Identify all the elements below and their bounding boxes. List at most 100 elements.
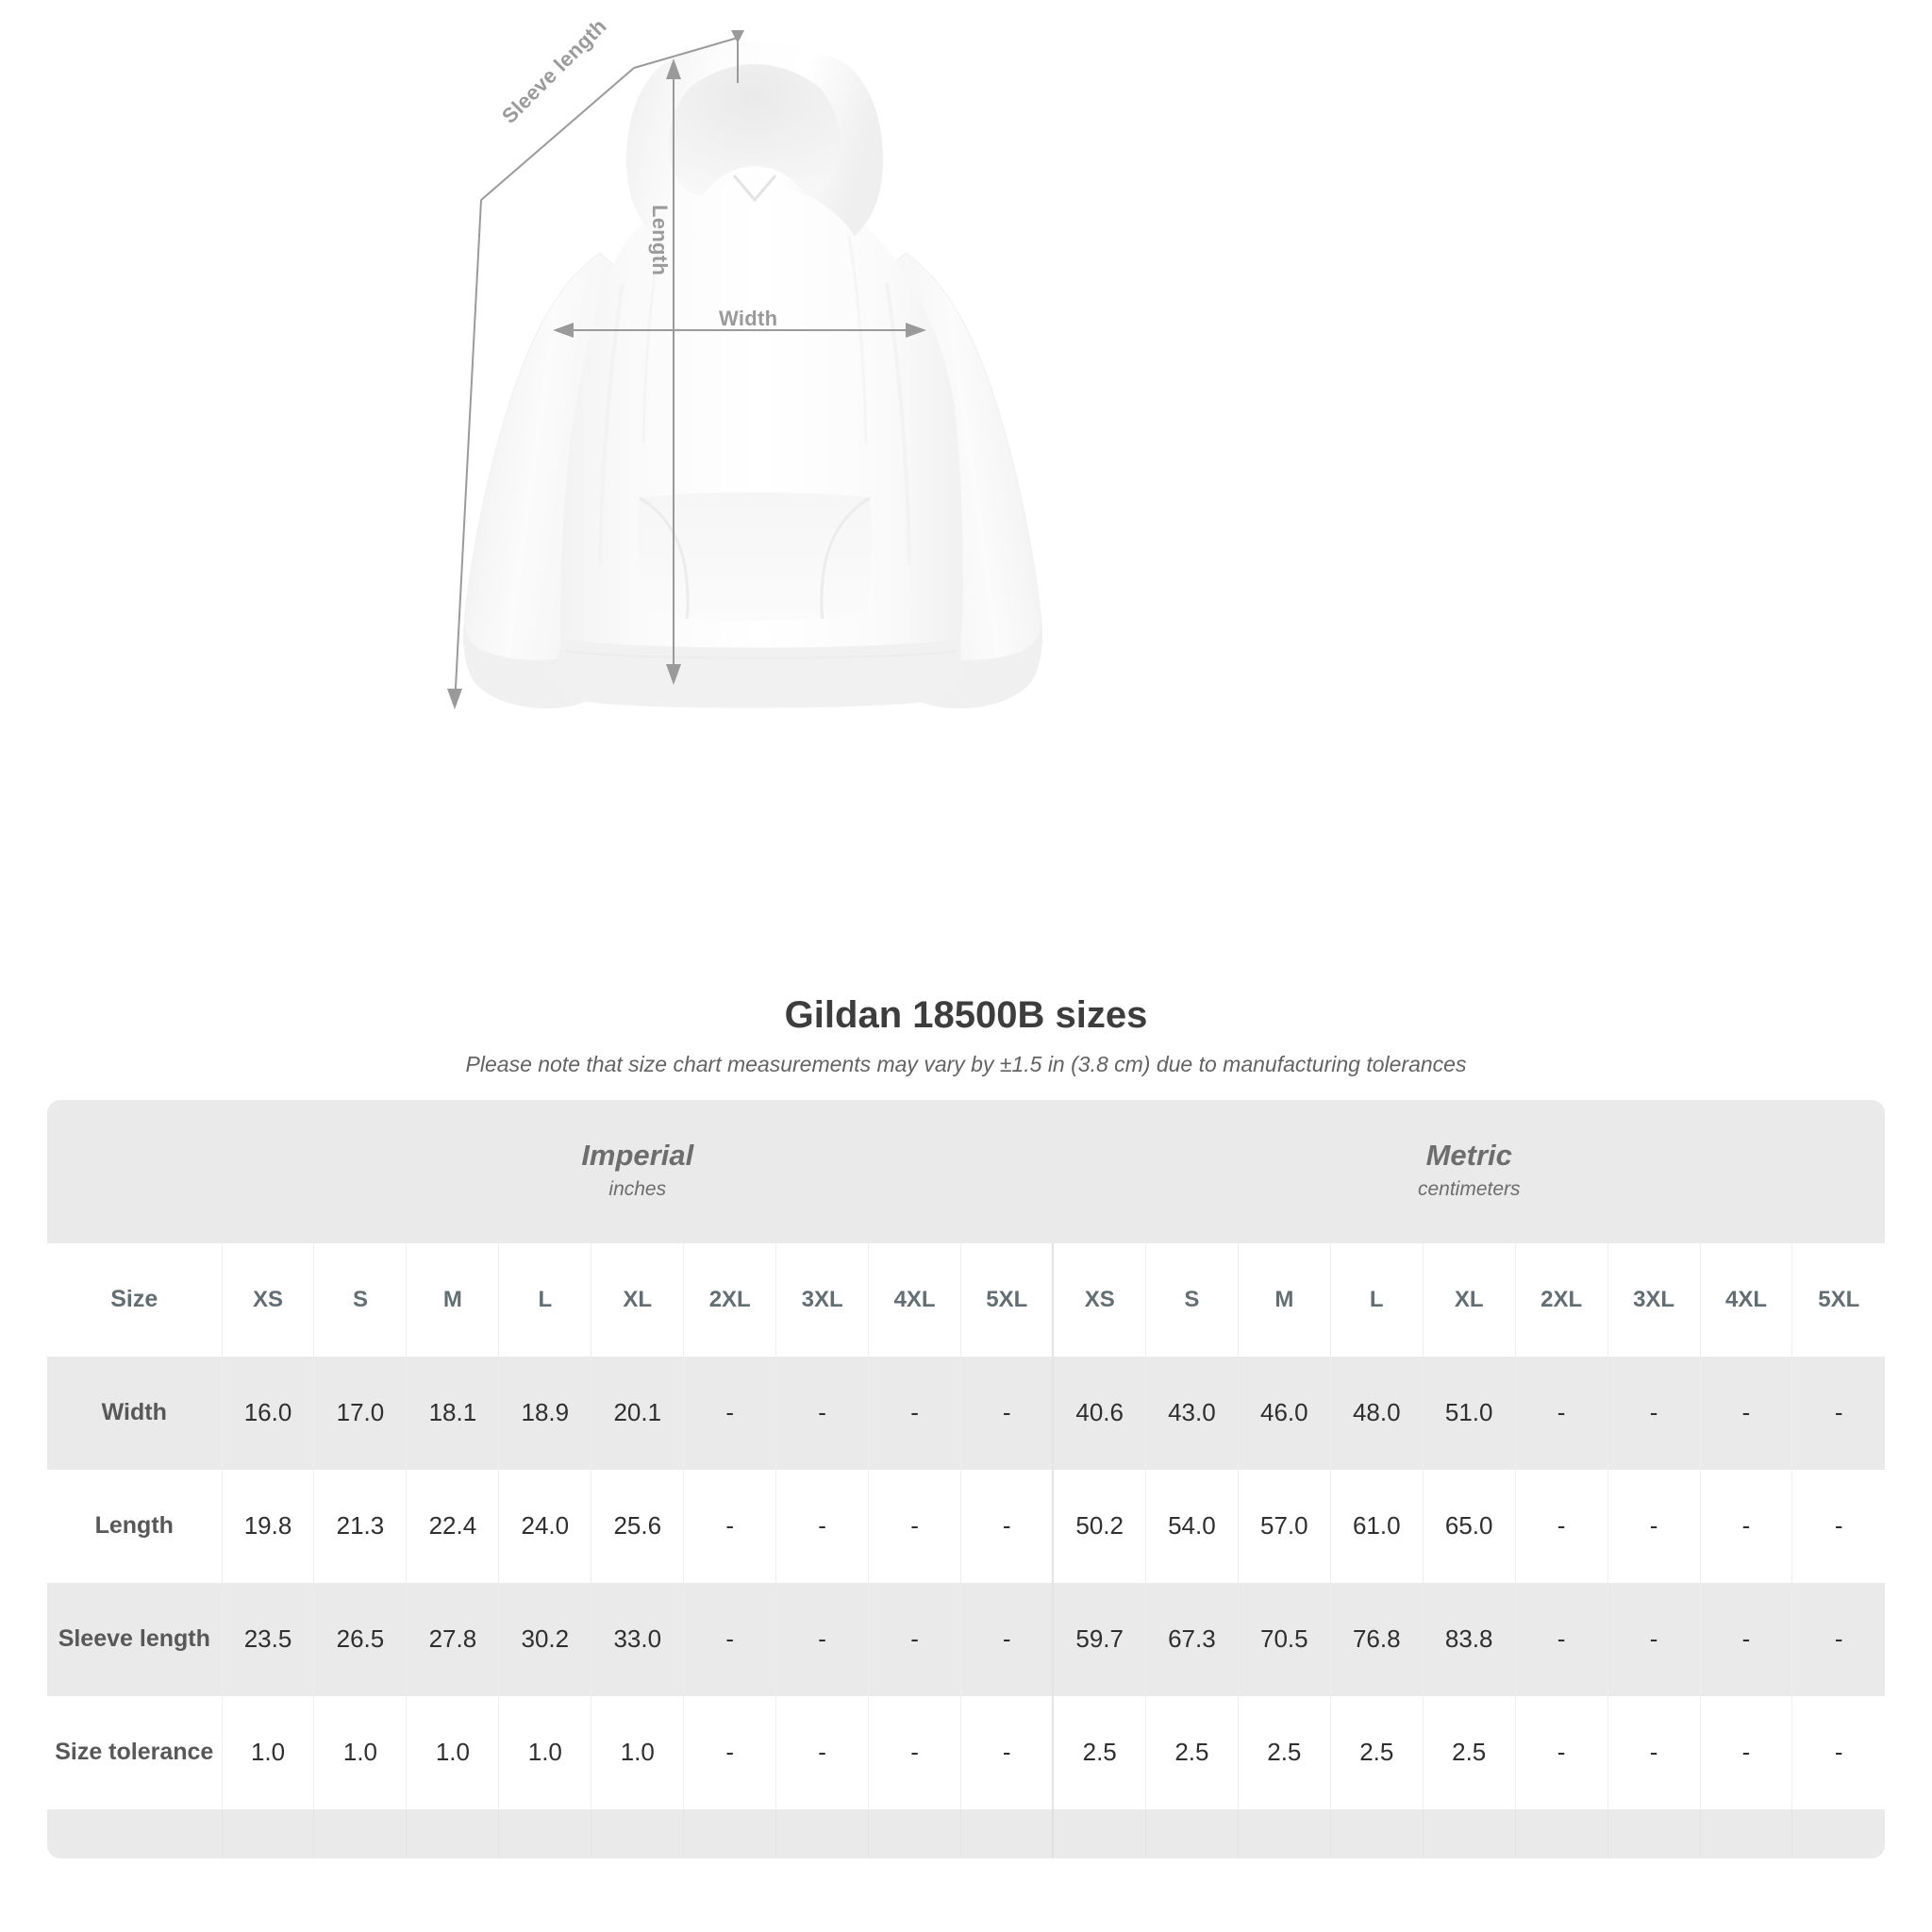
length-label: Length [648, 205, 672, 276]
cell-metric-4xl: - [1699, 1469, 1792, 1583]
cell-imperial-3xl: - [775, 1582, 869, 1696]
table-row: Length 19.8 21.3 22.4 24.0 25.6- - - -50.2 54.0 57… [47, 1469, 1885, 1583]
footer-cell [221, 1808, 314, 1858]
cell-imperial-s: 26.5 [313, 1582, 407, 1696]
cell-imperial-3xl: - [775, 1356, 869, 1470]
size-header-imperial-5xl: 5XL [960, 1242, 1054, 1357]
cell-imperial-s: 21.3 [313, 1469, 407, 1583]
width-label: Width [719, 307, 778, 330]
imperial-unit-header-name: Imperial [581, 1138, 694, 1172]
cell-metric-xl: 2.5 [1422, 1695, 1516, 1809]
cell-metric-s: 2.5 [1144, 1695, 1239, 1809]
cell-metric-xl: 65.0 [1422, 1469, 1516, 1583]
size-header-imperial-2xl: 2XL [683, 1242, 776, 1357]
cell-imperial-xs: 1.0 [221, 1695, 314, 1809]
cell-metric-3xl: - [1607, 1582, 1701, 1696]
cell-imperial-xl: 33.0 [591, 1582, 684, 1696]
tolerance-note: Please note that size chart measurements… [465, 1052, 1467, 1076]
table-footer-strip [47, 1808, 1885, 1858]
size-header-metric-xl: XL [1422, 1242, 1516, 1357]
hoodie-illustration: Sleeve length Length Width [447, 14, 1043, 709]
footer-cell [1791, 1808, 1885, 1858]
cell-imperial-xs: 19.8 [221, 1469, 314, 1583]
table-row: Width 16.0 17.0 18.1 18.9 20.1- - - -40.6 43.0 46.… [47, 1356, 1885, 1470]
size-header-metric-s: S [1144, 1242, 1239, 1357]
cell-metric-xs: 59.7 [1052, 1582, 1146, 1696]
unit-banner-spacer [47, 1099, 223, 1243]
cell-imperial-5xl: - [960, 1582, 1054, 1696]
footer-cell [960, 1808, 1054, 1858]
size-header-metric-l: L [1329, 1242, 1424, 1357]
cell-metric-3xl: - [1607, 1356, 1701, 1470]
footer-cell [591, 1808, 684, 1858]
size-header-imperial-s: S [313, 1242, 407, 1357]
cell-imperial-4xl: - [868, 1469, 961, 1583]
cell-metric-5xl: - [1791, 1582, 1885, 1696]
cell-metric-4xl: - [1699, 1695, 1792, 1809]
cell-imperial-4xl: - [868, 1356, 961, 1470]
cell-imperial-xl: 20.1 [591, 1356, 684, 1470]
cell-metric-l: 61.0 [1329, 1469, 1424, 1583]
row-label-width: Width [47, 1356, 223, 1470]
cell-metric-l: 76.8 [1329, 1582, 1424, 1696]
cell-imperial-5xl: - [960, 1356, 1054, 1470]
footer-cell [1237, 1808, 1331, 1858]
cell-metric-l: 48.0 [1329, 1356, 1424, 1470]
size-header-imperial-l: L [498, 1242, 591, 1357]
cell-metric-4xl: - [1699, 1582, 1792, 1696]
size-header-imperial-4xl: 4XL [868, 1242, 961, 1357]
title-block: Gildan 18500B sizes Please note that siz… [0, 981, 1932, 1079]
cell-imperial-5xl: - [960, 1695, 1054, 1809]
cell-metric-s: 67.3 [1144, 1582, 1239, 1696]
footer-cell [406, 1808, 499, 1858]
cell-metric-xl: 51.0 [1422, 1356, 1516, 1470]
cell-imperial-2xl: - [683, 1582, 776, 1696]
cell-imperial-xs: 23.5 [221, 1582, 314, 1696]
cell-imperial-xs: 16.0 [221, 1356, 314, 1470]
footer-cell [1514, 1808, 1608, 1858]
imperial-unit-header: Imperial inches [222, 1099, 1054, 1243]
cell-imperial-s: 1.0 [313, 1695, 407, 1809]
metric-unit-header-name: Metric [1425, 1138, 1512, 1172]
size-header-row: Size XS S M L XL 2XL 3XL 4XL 5XL XS S M L XL 2XL 3XL 4XL 5… [47, 1242, 1885, 1357]
cell-imperial-xl: 1.0 [591, 1695, 684, 1809]
product-diagram: Sleeve length Length Width [447, 13, 1043, 709]
size-header-metric-3xl: 3XL [1607, 1242, 1701, 1357]
cell-metric-xl: 83.8 [1422, 1582, 1516, 1696]
footer-cell [313, 1808, 407, 1858]
imperial-unit-header-sub: inches [608, 1178, 667, 1201]
cell-metric-s: 43.0 [1144, 1356, 1239, 1470]
metric-unit-header: Metric centimeters [1053, 1099, 1885, 1243]
size-header-metric-2xl: 2XL [1514, 1242, 1608, 1357]
cell-metric-4xl: - [1699, 1356, 1792, 1470]
cell-metric-xs: 2.5 [1052, 1695, 1146, 1809]
footer-cell [1144, 1808, 1239, 1858]
size-header-metric-xs: XS [1052, 1242, 1146, 1357]
cell-metric-2xl: - [1514, 1356, 1608, 1470]
footer-cell [775, 1808, 869, 1858]
cell-metric-xs: 40.6 [1052, 1356, 1146, 1470]
size-header-metric-m: M [1237, 1242, 1331, 1357]
cell-metric-3xl: - [1607, 1469, 1701, 1583]
cell-imperial-l: 18.9 [498, 1356, 591, 1470]
cell-imperial-m: 1.0 [406, 1695, 499, 1809]
size-header-imperial-xl: XL [591, 1242, 684, 1357]
size-column-header: Size [47, 1242, 223, 1357]
cell-metric-l: 2.5 [1329, 1695, 1424, 1809]
size-header-imperial-3xl: 3XL [775, 1242, 869, 1357]
cell-metric-2xl: - [1514, 1582, 1608, 1696]
cell-metric-m: 2.5 [1237, 1695, 1331, 1809]
cell-imperial-l: 1.0 [498, 1695, 591, 1809]
metric-unit-header-sub: centimeters [1417, 1178, 1521, 1201]
cell-imperial-3xl: - [775, 1469, 869, 1583]
unit-banner-row: Imperial inches Metric centimeters [47, 1099, 1885, 1243]
footer-cell [868, 1808, 961, 1858]
cell-metric-5xl: - [1791, 1469, 1885, 1583]
table-row: Size tolerance 1.0 1.0 1.0 1.0 1.0- - - -2.5 2.5 2… [47, 1695, 1885, 1809]
cell-imperial-4xl: - [868, 1582, 961, 1696]
footer-cell [47, 1808, 223, 1858]
cell-metric-2xl: - [1514, 1695, 1608, 1809]
size-chart-table: Imperial inches Metric centimeters Size XS S M L… [47, 1099, 1885, 1858]
cell-imperial-2xl: - [683, 1356, 776, 1470]
size-header-imperial-m: M [406, 1242, 499, 1357]
